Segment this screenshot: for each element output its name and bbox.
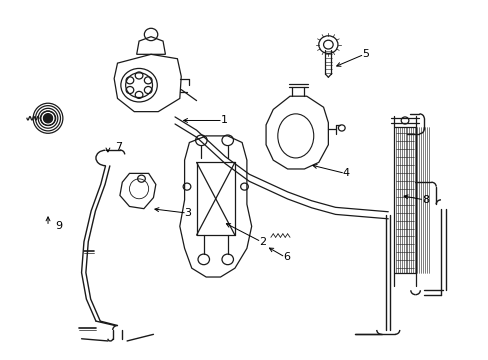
Text: 6: 6: [282, 252, 289, 262]
Text: 1: 1: [220, 116, 227, 126]
Text: 8: 8: [421, 195, 428, 205]
Bar: [394, 127, 415, 273]
Circle shape: [43, 114, 52, 122]
Text: 2: 2: [258, 237, 265, 247]
Text: 4: 4: [342, 168, 349, 179]
Text: 3: 3: [184, 208, 191, 218]
Text: 7: 7: [115, 142, 122, 152]
Text: 5: 5: [361, 49, 368, 59]
Text: 9: 9: [55, 221, 62, 231]
